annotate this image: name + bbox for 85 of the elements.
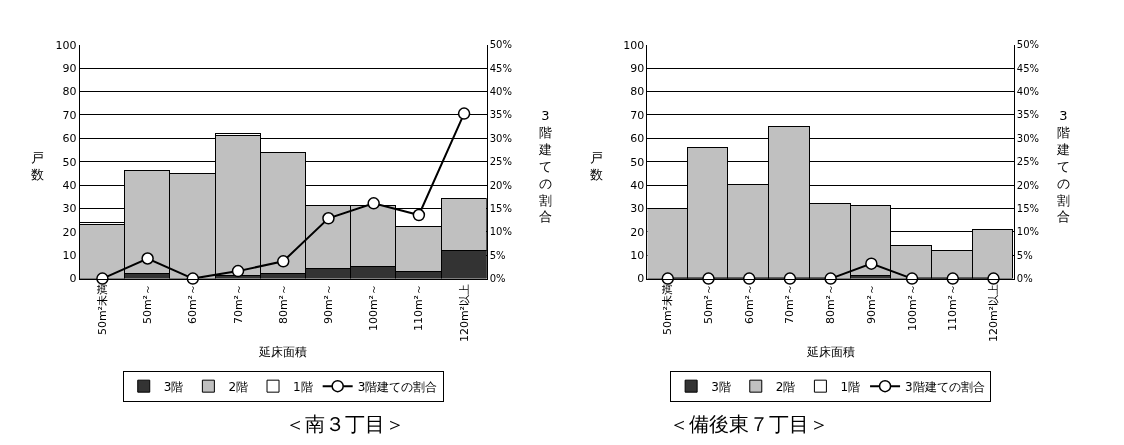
y-tick-label: 40	[630, 178, 645, 192]
y2-tick-label: 25%	[1016, 156, 1040, 168]
y-tick-label: 10	[62, 249, 77, 263]
y2-tick-label: 20%	[1016, 179, 1040, 191]
y-tick-label: 80	[62, 85, 77, 99]
y2-tick-label: 40%	[489, 86, 512, 98]
y2-tick-label: 15%	[489, 202, 512, 214]
x-tick-label: 50m²～	[141, 283, 155, 325]
x-tick-label: 50m²～	[702, 283, 716, 325]
y2-tick-label: 0%	[1016, 273, 1033, 285]
legend-label: 1階	[293, 379, 313, 394]
y-tick-label: 0	[637, 272, 645, 286]
y-tick-label: 90	[630, 62, 645, 76]
y2-tick-label: 35%	[1016, 109, 1040, 121]
x-tick-label: 60m²～	[742, 283, 756, 325]
y2-tick-label: 5%	[1016, 249, 1033, 261]
legend-label: 3階建ての割合	[357, 379, 438, 394]
point	[412, 208, 426, 222]
y2-tick-label: 50%	[489, 39, 512, 51]
legend-label: 3階建ての割合	[905, 379, 985, 394]
y-tick-label: 60	[62, 132, 77, 146]
x-tick-label: 70m²～	[783, 283, 797, 325]
x-tick-label: 100m²～	[905, 283, 919, 332]
y-tick-label: 20	[630, 225, 645, 239]
y-tick-label: 80	[630, 85, 645, 99]
y-tick-label: 20	[62, 225, 77, 239]
text: ＜備後東７丁目＞	[669, 412, 829, 436]
y2-tick-label: 30%	[1016, 132, 1040, 144]
point	[141, 252, 154, 265]
legend-label: 1階	[840, 379, 861, 394]
y2-tick-label: 10%	[1016, 226, 1040, 238]
y2-tick-label: 15%	[1016, 202, 1040, 214]
y2-axis-title: 3階建ての割合	[538, 108, 552, 225]
y-axis-title: 戸数	[590, 150, 603, 182]
y-tick-label: 0	[69, 272, 77, 286]
legend-label: 3階	[163, 379, 184, 394]
y-tick-label: 30	[62, 202, 77, 216]
x-tick-label: 50m²未満	[661, 283, 675, 336]
point	[231, 264, 245, 278]
x-axis-title: 延床面積	[805, 345, 855, 360]
y-tick-label: 40	[62, 178, 77, 192]
y-axis-title: 戸数	[31, 150, 44, 182]
y-tick-label: 90	[62, 62, 77, 76]
x-tick-label: 100m²～	[367, 283, 381, 332]
y-tick-label: 100	[623, 38, 645, 52]
x-tick-label: 120m²以上	[457, 283, 471, 343]
y2-tick-label: 25%	[489, 156, 512, 168]
y-tick-label: 70	[630, 108, 645, 122]
y-tick-label: 70	[62, 108, 77, 122]
y2-tick-label: 5%	[489, 249, 506, 261]
y-tick-label: 100	[55, 38, 77, 52]
y2-tick-label: 35%	[489, 109, 512, 121]
x-tick-label: 120m²以上	[987, 283, 1001, 343]
y2-tick-label: 20%	[489, 179, 512, 191]
y2-tick-label: 10%	[489, 226, 512, 238]
x-tick-label: 80m²～	[824, 283, 838, 325]
x-tick-label: 70m²～	[231, 283, 245, 325]
point	[277, 255, 290, 268]
point	[457, 107, 471, 120]
text: ＜南３丁目＞	[285, 412, 405, 436]
y2-tick-label: 40%	[1016, 86, 1040, 98]
y2-tick-label: 45%	[1016, 62, 1040, 74]
y-tick-label: 60	[630, 132, 645, 146]
x-axis-title: 延床面積	[258, 345, 308, 360]
y-tick-label: 50	[62, 155, 77, 169]
point	[322, 212, 335, 225]
y-tick-label: 10	[630, 249, 645, 263]
y-tick-label: 50	[630, 155, 645, 169]
legend-label: 2階	[228, 379, 249, 394]
y2-axis-title: 3階建ての割合	[1056, 108, 1070, 225]
x-tick-label: 110m²～	[412, 283, 426, 332]
y-tick-label: 30	[630, 202, 645, 216]
y2-tick-label: 50%	[1016, 39, 1040, 51]
legend-label: 2階	[775, 379, 796, 394]
x-tick-label: 90m²～	[864, 283, 878, 325]
point	[367, 197, 380, 210]
x-tick-label: 60m²～	[186, 283, 200, 325]
y2-tick-label: 0%	[489, 273, 506, 285]
y2-tick-label: 45%	[489, 62, 512, 74]
x-tick-label: 90m²～	[322, 283, 336, 325]
y2-tick-label: 30%	[489, 132, 512, 144]
x-tick-label: 110m²～	[946, 283, 960, 332]
x-tick-label: 80m²～	[276, 283, 290, 325]
legend-label: 3階	[711, 379, 731, 394]
x-tick-label: 50m²未満	[95, 283, 109, 336]
